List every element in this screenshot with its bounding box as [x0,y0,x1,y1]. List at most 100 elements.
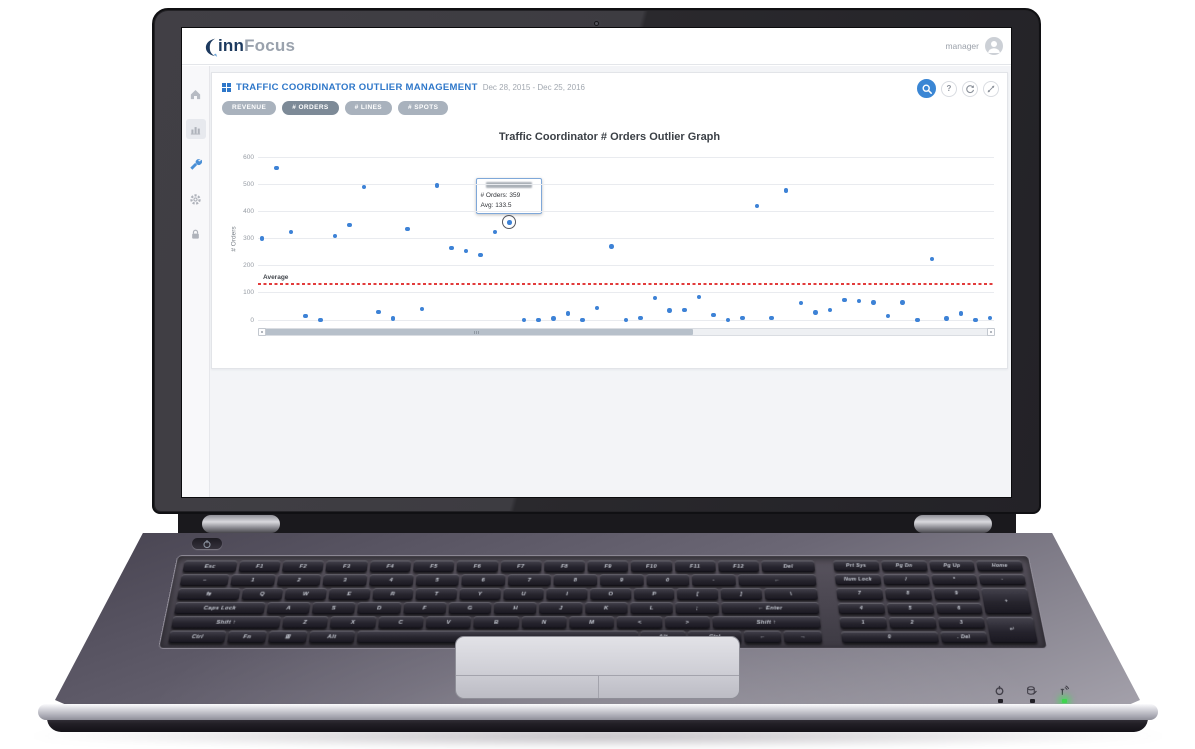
data-point[interactable] [652,295,658,301]
data-point[interactable] [478,252,483,258]
touchpad-button-divider [597,674,599,698]
numpad-key-5: 5 [886,602,935,614]
data-point[interactable] [565,311,571,316]
data-point[interactable] [580,317,585,323]
data-point[interactable] [594,305,600,311]
data-point[interactable] [725,317,731,323]
refresh-button[interactable] [962,80,978,97]
data-point[interactable] [259,236,265,241]
top-navbar: innFocus manager [182,28,1011,65]
logo-text-primary: inn [218,36,245,55]
data-point[interactable] [449,245,454,251]
avatar[interactable] [985,37,1003,55]
data-point[interactable] [783,188,789,193]
chart-horizontal-scrollbar[interactable] [258,328,995,336]
search-button[interactable] [917,79,936,98]
logo-text-secondary: Focus [244,36,296,55]
data-point[interactable] [551,316,556,321]
data-point[interactable] [958,311,964,316]
disk-indicator-icon [1027,686,1037,695]
data-point[interactable] [667,308,672,313]
sidebar-item-tools[interactable] [186,154,206,174]
key--enter: ← Enter [720,601,820,615]
data-point[interactable] [521,317,527,323]
data-point[interactable] [973,317,978,323]
data-point[interactable] [885,313,891,319]
data-point[interactable] [769,315,774,321]
key--: → [783,630,823,644]
scrollbar-right-handle[interactable] [987,328,995,336]
data-point[interactable] [318,317,323,323]
data-point[interactable] [754,203,760,209]
data-point[interactable] [638,315,643,321]
grid-icon [222,83,231,92]
data-point[interactable] [798,300,804,306]
data-point[interactable] [915,317,920,323]
data-point[interactable] [332,233,338,239]
touchpad [455,636,740,699]
data-point[interactable] [419,306,425,312]
data-point[interactable] [288,229,294,234]
data-point[interactable] [347,222,352,228]
metric-tab-revenue[interactable]: REVENUE [222,101,277,115]
data-point[interactable] [376,309,381,315]
metric-tab--orders[interactable]: # ORDERS [282,101,339,115]
data-point[interactable] [929,256,935,262]
data-point[interactable] [944,316,949,321]
key-shift-: Shift ↑ [712,616,821,629]
key-m: M [569,616,615,629]
card-toolbar: ? [917,79,999,98]
data-point[interactable] [623,317,629,323]
keyboard-row: ⇆ Q W E R T Y U I O P[] \ [176,587,819,601]
user-menu[interactable]: manager [945,37,1003,55]
data-point[interactable] [390,316,396,321]
help-icon: ? [946,84,952,93]
scrollbar-thumb[interactable] [259,329,693,335]
data-point[interactable] [711,312,716,318]
data-point[interactable] [856,298,862,304]
key-3: 3 [322,574,368,587]
data-point[interactable] [682,307,687,313]
expand-button[interactable] [983,80,999,97]
sidebar-item-home[interactable] [186,84,206,104]
keyboard-row: ~1 2 3 4 5 6 7 8 9 0- ← [179,574,817,587]
data-point[interactable] [842,297,847,303]
key-f2: F2 [282,560,325,573]
data-point[interactable] [696,294,702,300]
key-h: H [493,601,537,615]
data-point[interactable] [987,315,993,321]
help-button[interactable]: ? [941,80,957,97]
key-2: 2 [276,574,322,587]
key-z: Z [281,616,329,629]
metric-tab--spots[interactable]: # SPOTS [398,101,449,115]
data-point[interactable] [434,183,440,188]
scrollbar-left-handle[interactable] [258,328,266,336]
key-f1: F1 [238,560,281,573]
sidebar-item-settings[interactable] [186,189,206,209]
y-tick-label: 100 [243,289,254,297]
user-name: manager [945,41,979,51]
data-point[interactable] [813,310,818,315]
data-point[interactable] [871,300,876,305]
sidebar-item-analytics[interactable] [185,119,206,139]
data-point[interactable] [463,248,469,254]
sidebar-item-security[interactable] [186,224,206,244]
app-logo[interactable]: innFocus [204,34,295,58]
metric-tab--lines[interactable]: # LINES [344,101,393,115]
logo-mark-icon [205,38,218,57]
app-screen: innFocus manager [181,27,1012,498]
data-point[interactable] [740,315,745,321]
numpad-key--: - [978,574,1027,586]
data-point[interactable] [361,184,367,190]
data-point[interactable] [827,307,833,313]
data-point[interactable] [405,226,410,232]
data-point[interactable] [492,229,498,234]
data-point[interactable] [536,317,541,323]
data-point[interactable] [303,313,308,319]
data-point[interactable] [900,300,905,305]
key-caps-lock: Caps Lock [174,601,266,615]
data-point[interactable] [609,244,614,249]
data-point[interactable] [274,165,279,171]
average-line-label: Average [263,273,289,281]
